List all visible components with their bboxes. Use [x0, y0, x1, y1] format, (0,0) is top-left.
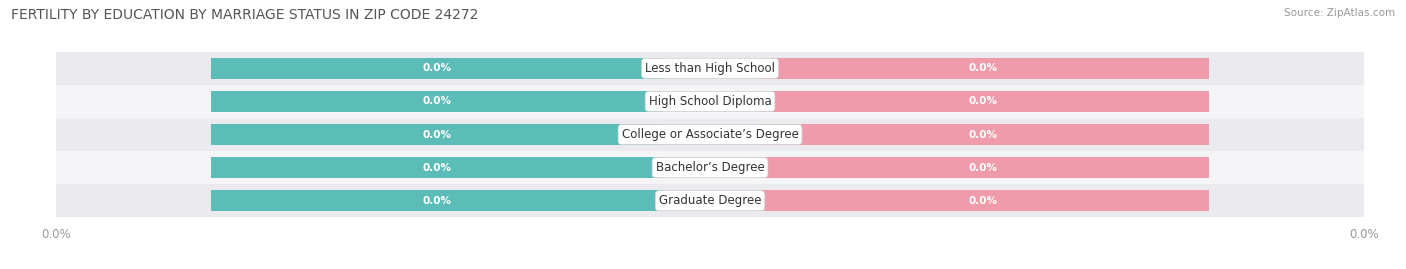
Text: 0.0%: 0.0% [969, 96, 998, 107]
Bar [211, 157, 710, 178]
Bar [758, 190, 1209, 211]
Bar [211, 190, 662, 211]
Text: Less than High School: Less than High School [645, 62, 775, 75]
Bar [56, 184, 1364, 217]
Text: 0.0%: 0.0% [422, 162, 451, 173]
Text: 0.0%: 0.0% [422, 196, 451, 206]
Bar [710, 157, 1209, 178]
Text: 0.0%: 0.0% [969, 162, 998, 173]
Bar [211, 190, 710, 211]
Bar [211, 124, 710, 145]
Bar [710, 190, 1209, 211]
Text: 0.0%: 0.0% [422, 129, 451, 140]
Text: 0.0%: 0.0% [969, 129, 998, 140]
Bar [710, 58, 1209, 79]
Text: 0.0%: 0.0% [969, 196, 998, 206]
Text: FERTILITY BY EDUCATION BY MARRIAGE STATUS IN ZIP CODE 24272: FERTILITY BY EDUCATION BY MARRIAGE STATU… [11, 8, 478, 22]
Bar [211, 58, 710, 79]
Text: Source: ZipAtlas.com: Source: ZipAtlas.com [1284, 8, 1395, 18]
Bar [758, 58, 1209, 79]
Bar [211, 124, 662, 145]
Text: 0.0%: 0.0% [422, 96, 451, 107]
Bar [211, 91, 710, 112]
Bar [56, 151, 1364, 184]
Bar [211, 58, 662, 79]
Bar [56, 118, 1364, 151]
Text: 0.0%: 0.0% [422, 63, 451, 73]
Bar [710, 124, 1209, 145]
Text: Bachelor’s Degree: Bachelor’s Degree [655, 161, 765, 174]
Bar [56, 85, 1364, 118]
Text: High School Diploma: High School Diploma [648, 95, 772, 108]
Bar [710, 91, 1209, 112]
Text: College or Associate’s Degree: College or Associate’s Degree [621, 128, 799, 141]
Bar [758, 124, 1209, 145]
Bar [758, 157, 1209, 178]
Bar [56, 52, 1364, 85]
Text: 0.0%: 0.0% [969, 63, 998, 73]
Bar [211, 91, 662, 112]
Bar [758, 91, 1209, 112]
Text: Graduate Degree: Graduate Degree [659, 194, 761, 207]
Bar [211, 157, 662, 178]
